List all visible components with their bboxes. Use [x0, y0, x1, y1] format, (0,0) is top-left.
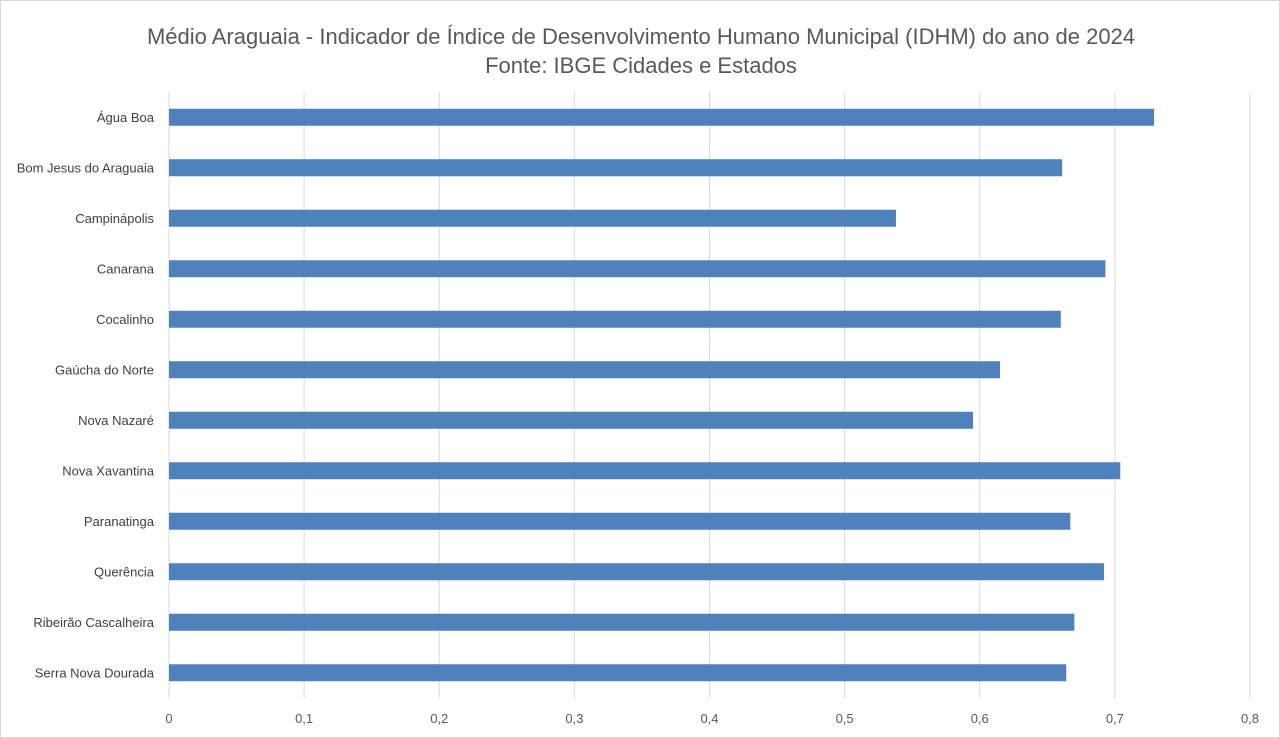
chart-title: Médio Araguaia - Indicador de Índice de … [146, 24, 1136, 49]
bar [169, 310, 1061, 328]
bar [169, 563, 1105, 581]
gridlines [168, 92, 1251, 698]
bar [169, 411, 973, 429]
bar [169, 613, 1075, 631]
category-label: Nova Xavantina [62, 463, 155, 478]
bars [169, 108, 1155, 682]
category-label: Querência [94, 564, 155, 579]
category-label: Paranatinga [84, 514, 155, 529]
x-tick-label: 0,3 [565, 711, 583, 726]
category-label: Cocalinho [96, 312, 154, 327]
bar [169, 664, 1067, 682]
bar [169, 361, 1001, 379]
bar [169, 512, 1071, 530]
bar [169, 108, 1155, 126]
x-tick-label: 0,1 [295, 711, 313, 726]
category-label: Bom Jesus do Araguaia [17, 160, 155, 175]
category-label: Gaúcha do Norte [55, 362, 154, 377]
x-tick-label: 0 [165, 711, 172, 726]
bar [169, 209, 896, 227]
x-tick-label: 0,5 [836, 711, 854, 726]
bar [169, 462, 1121, 480]
category-labels: Água Boa Bom Jesus do Araguaia Campinápoli… [17, 110, 155, 681]
category-label: Água Boa [97, 110, 155, 125]
bar [169, 159, 1063, 177]
category-label: Campinápolis [75, 211, 154, 226]
x-tick-label: 0,7 [1106, 711, 1124, 726]
x-tick-label: 0,2 [430, 711, 448, 726]
x-axis-ticks: 0 0,1 0,2 0,3 0,4 0,5 0,6 0,7 0,8 [165, 711, 1259, 726]
x-tick-label: 0,8 [1241, 711, 1259, 726]
category-label: Nova Nazaré [78, 413, 154, 428]
category-label: Canarana [97, 261, 155, 276]
category-label: Ribeirão Cascalheira [33, 615, 154, 630]
bar [169, 260, 1106, 278]
x-tick-label: 0,4 [700, 711, 718, 726]
chart-subtitle: Fonte: IBGE Cidades e Estados [485, 53, 797, 78]
category-label: Serra Nova Dourada [35, 665, 155, 680]
x-tick-label: 0,6 [971, 711, 989, 726]
